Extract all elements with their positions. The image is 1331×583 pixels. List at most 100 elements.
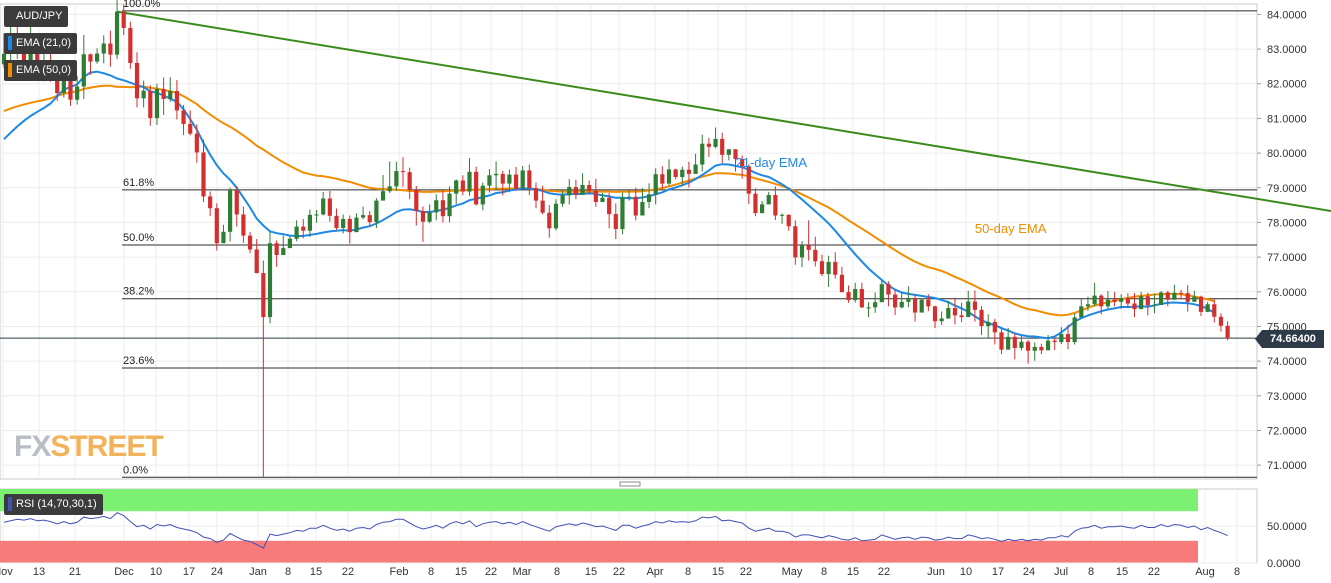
price-panel-frame xyxy=(0,3,1258,480)
candle-body xyxy=(580,184,585,195)
candle-body xyxy=(427,212,432,222)
rsi-legend: RSI (14,70,30,1) xyxy=(4,494,103,515)
y-tick-label: 72.0000 xyxy=(1267,425,1307,437)
candle-body xyxy=(494,173,499,176)
candle-body xyxy=(540,200,545,213)
ema21-annotation: 21-day EMA xyxy=(736,155,808,170)
candle-body xyxy=(121,11,126,28)
candle-body xyxy=(693,164,698,174)
candle-body xyxy=(347,218,352,233)
legend-ema50-swatch xyxy=(8,63,12,78)
x-tick-label: 17 xyxy=(992,566,1004,578)
candle-body xyxy=(666,169,672,184)
candle-body xyxy=(673,169,678,178)
x-tick-label: Aug xyxy=(1195,566,1215,578)
candle-body xyxy=(101,43,106,54)
candle-body xyxy=(1026,341,1031,351)
candle-body xyxy=(992,321,997,333)
candle-body xyxy=(294,226,299,239)
legend-ema50: EMA (50,0) xyxy=(4,60,78,81)
candle-body xyxy=(533,188,539,201)
candle-body xyxy=(886,284,891,295)
x-tick-label: 10 xyxy=(150,566,162,578)
candle-body xyxy=(267,243,273,318)
candle-body xyxy=(88,54,93,62)
rsi-legend-swatch xyxy=(8,497,12,512)
x-tick-label: 8 xyxy=(285,566,291,578)
candle-body xyxy=(999,332,1004,350)
fib-level-label: 50.0% xyxy=(123,232,154,244)
candle-body xyxy=(859,289,864,308)
candle-body xyxy=(607,197,612,215)
candle-body xyxy=(873,302,878,308)
candle-body xyxy=(1225,325,1230,339)
candle-body xyxy=(1006,336,1011,350)
candle-body xyxy=(75,86,80,100)
x-tick-label: 15 xyxy=(712,566,724,578)
candle-body xyxy=(174,91,179,111)
candle-body xyxy=(680,169,685,178)
candle-body xyxy=(68,80,73,100)
candle-body xyxy=(287,238,293,249)
candle-body xyxy=(959,315,964,318)
candle-body xyxy=(434,200,439,213)
candle-body xyxy=(660,174,665,184)
candle-body xyxy=(906,299,911,302)
fib-level-label: 0.0% xyxy=(123,464,148,476)
candle-body xyxy=(932,306,938,322)
candle-body xyxy=(474,171,479,205)
candle-body xyxy=(1205,304,1210,312)
candle-body xyxy=(746,166,751,194)
candle-body xyxy=(573,187,578,195)
candle-body xyxy=(81,54,86,87)
candle-body xyxy=(966,301,971,318)
x-tick-label: 15 xyxy=(585,566,597,578)
y-tick-label: 84.0000 xyxy=(1267,9,1307,21)
candle-body xyxy=(480,185,485,205)
y-tick-label: 76.0000 xyxy=(1267,287,1307,299)
candle-body xyxy=(1125,298,1130,304)
candle-body xyxy=(1039,346,1044,351)
candle-body xyxy=(114,11,120,55)
x-tick-label: 15 xyxy=(847,566,859,578)
candle-body xyxy=(281,248,286,256)
legend-ema21-label: EMA (21,0) xyxy=(16,37,72,49)
fib-level-label: 100.0% xyxy=(123,0,161,10)
candle-body xyxy=(314,214,319,216)
x-tick-label: 24 xyxy=(211,566,223,578)
candle-body xyxy=(361,215,366,218)
candle-body xyxy=(61,80,66,94)
legend-symbol: AUD/JPY xyxy=(4,6,69,27)
candle-body xyxy=(28,53,33,64)
candle-body xyxy=(972,301,977,310)
candle-body xyxy=(108,43,113,55)
candle-body xyxy=(1145,296,1150,306)
candle-body xyxy=(301,226,306,231)
candle-body xyxy=(234,190,239,215)
candle-body xyxy=(208,196,213,209)
y-tick-label: 83.0000 xyxy=(1267,44,1307,56)
x-tick-label: 22 xyxy=(485,566,497,578)
candle-body xyxy=(21,46,27,64)
candle-body xyxy=(420,210,426,222)
candle-body xyxy=(1178,292,1184,294)
y-tick-label: 79.0000 xyxy=(1267,183,1307,195)
candle-body xyxy=(128,27,133,63)
candle-body xyxy=(853,289,858,301)
x-tick-label: 15 xyxy=(455,566,467,578)
rsi-y-tick-label: 50.0000 xyxy=(1267,521,1307,533)
candle-body xyxy=(819,261,825,275)
candle-body xyxy=(866,307,871,309)
candle-body xyxy=(188,123,193,134)
x-tick-label: 24 xyxy=(1023,566,1035,578)
candle-body xyxy=(274,243,279,256)
candle-body xyxy=(839,274,844,293)
candle-body xyxy=(793,226,798,258)
candle-body xyxy=(899,301,904,308)
x-tick-label: 8 xyxy=(1234,566,1240,578)
candle-body xyxy=(1012,336,1017,348)
y-tick-label: 77.0000 xyxy=(1267,252,1307,264)
candle-body xyxy=(560,195,565,204)
x-tick-label: Feb xyxy=(390,566,409,578)
candle-body xyxy=(487,175,492,186)
